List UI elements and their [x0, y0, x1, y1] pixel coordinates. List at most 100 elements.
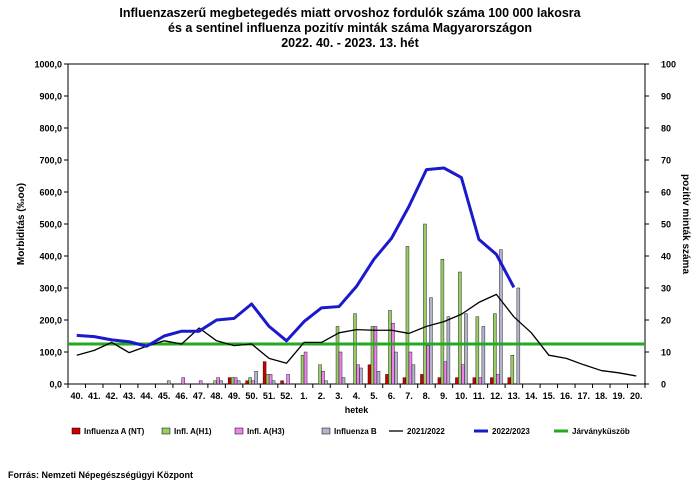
bar-infl-a-h3-: [286, 374, 290, 385]
x-tick-label: 51.: [263, 391, 276, 401]
x-tick-label: 13.: [508, 391, 521, 401]
x-tick-label: 41.: [88, 391, 101, 401]
bar-influenza-a-nt-: [367, 364, 372, 385]
y-tick-label: 1000,0: [34, 60, 62, 70]
y2-tick-label: 0: [661, 380, 666, 390]
y-axis-label: Morbiditás (‰oo): [16, 183, 27, 265]
bar-infl-a-h3-: [373, 326, 378, 385]
bar-infl-a-h1-: [423, 223, 427, 385]
chart-title-line-1: Influenzaszerű megbetegedés miatt orvosh…: [119, 6, 581, 20]
x-tick-label: 2.: [318, 391, 326, 401]
bar-infl-a-h1-: [510, 355, 515, 385]
y2-tick-label: 40: [661, 252, 671, 262]
bar-influenza-b: [166, 380, 171, 385]
bar-infl-a-h1-: [475, 316, 480, 385]
x-tick-label: 9.: [440, 391, 448, 401]
source-note: Forrás: Nemzeti Népegészségügyi Központ: [8, 470, 194, 480]
bar-infl-a-h1-: [370, 326, 375, 385]
x-tick-label: 49.: [228, 391, 241, 401]
bar-infl-a-h3-: [461, 364, 465, 385]
y-tick-label: 100,0: [39, 348, 62, 358]
x-tick-label: 40.: [70, 391, 83, 401]
y-tick-label: 800,0: [39, 124, 62, 134]
bar-infl-a-h3-: [251, 380, 255, 385]
bar-infl-a-h1-: [265, 374, 270, 385]
y2-tick-label: 60: [661, 188, 671, 198]
y-tick-label: 900,0: [39, 92, 62, 102]
bar-influenza-a-nt-: [262, 361, 267, 385]
bar-influenza-a-nt-: [420, 374, 424, 385]
x-tick-label: 5.: [370, 391, 378, 401]
bar-infl-a-h1-: [300, 355, 305, 385]
y-tick-label: 500,0: [39, 220, 62, 230]
y-tick-label: 300,0: [39, 284, 62, 294]
bar-infl-a-h1-: [213, 380, 217, 385]
x-tick-label: 14.: [525, 391, 538, 401]
bar-influenza-b: [341, 377, 346, 385]
bar-influenza-b: [481, 326, 486, 385]
x-tick-label: 16.: [560, 391, 573, 401]
bar-influenza-a-nt-: [437, 377, 442, 385]
bar-influenza-b: [394, 351, 398, 385]
bar-infl-a-h1-: [405, 246, 410, 385]
x-axis-label: hetek: [345, 405, 370, 415]
x-tick-label: 15.: [543, 391, 556, 401]
legend-label: 2021/2022: [407, 427, 445, 436]
x-tick-label: 46.: [175, 391, 188, 401]
bar-infl-a-h1-: [353, 313, 357, 385]
x-tick-label: 43.: [123, 391, 136, 401]
bar-influenza-b: [236, 380, 241, 385]
y2-tick-label: 70: [661, 156, 671, 166]
x-tick-label: 20.: [630, 391, 643, 401]
y2-tick-label: 100: [661, 60, 676, 70]
bar-influenza-b: [359, 367, 363, 385]
legend-label: Járványküszöb: [572, 427, 630, 436]
x-tick-label: 12.: [490, 391, 503, 401]
legend-label: Infl. A(H3): [247, 427, 285, 436]
bar-influenza-a-nt-: [245, 380, 249, 385]
bar-infl-a-h3-: [426, 345, 430, 385]
bar-influenza-b: [499, 249, 503, 385]
y-tick-label: 0,0: [49, 380, 62, 390]
x-tick-label: 44.: [140, 391, 153, 401]
x-tick-label: 1.: [300, 391, 308, 401]
bar-influenza-b: [254, 371, 258, 385]
bar-infl-a-h3-: [216, 377, 220, 385]
x-tick-label: 10.: [455, 391, 468, 401]
bar-influenza-a-nt-: [402, 377, 407, 385]
bar-influenza-a-nt-: [455, 377, 459, 385]
x-tick-label: 8.: [423, 391, 431, 401]
y2-tick-label: 10: [661, 348, 671, 358]
bar-influenza-b: [516, 287, 521, 385]
bar-infl-a-h3-: [233, 377, 238, 385]
y2-tick-label: 50: [661, 220, 671, 230]
x-tick-label: 42.: [105, 391, 118, 401]
x-tick-label: 11.: [473, 391, 485, 401]
legend-label: Infl. A(H1): [174, 427, 212, 436]
bar-influenza-a-nt-: [490, 377, 494, 385]
x-tick-label: 4.: [353, 391, 361, 401]
y2-tick-label: 90: [661, 92, 671, 102]
bar-infl-a-h3-: [181, 377, 185, 385]
legend-swatch: [234, 427, 244, 435]
bar-influenza-b: [324, 380, 328, 385]
bar-infl-a-h1-: [493, 313, 497, 385]
bar-infl-a-h1-: [388, 310, 392, 385]
bar-infl-a-h1-: [458, 271, 462, 385]
legend-swatch: [321, 427, 331, 435]
bar-influenza-a-nt-: [472, 377, 477, 385]
x-tick-label: 17.: [578, 391, 591, 401]
y2-tick-label: 30: [661, 284, 671, 294]
legend-label: Influenza A (NT): [84, 427, 145, 436]
x-tick-label: 50.: [245, 391, 258, 401]
y2-tick-label: 20: [661, 316, 671, 326]
bar-infl-a-h1-: [318, 364, 322, 385]
bar-infl-a-h3-: [268, 374, 273, 385]
bar-infl-a-h3-: [338, 351, 343, 385]
y-tick-label: 200,0: [39, 316, 62, 326]
bar-influenza-b: [429, 297, 433, 385]
x-tick-label: 6.: [388, 391, 396, 401]
bar-infl-a-h3-: [496, 374, 500, 385]
bar-infl-a-h1-: [335, 326, 340, 385]
bar-infl-a-h1-: [230, 377, 235, 385]
